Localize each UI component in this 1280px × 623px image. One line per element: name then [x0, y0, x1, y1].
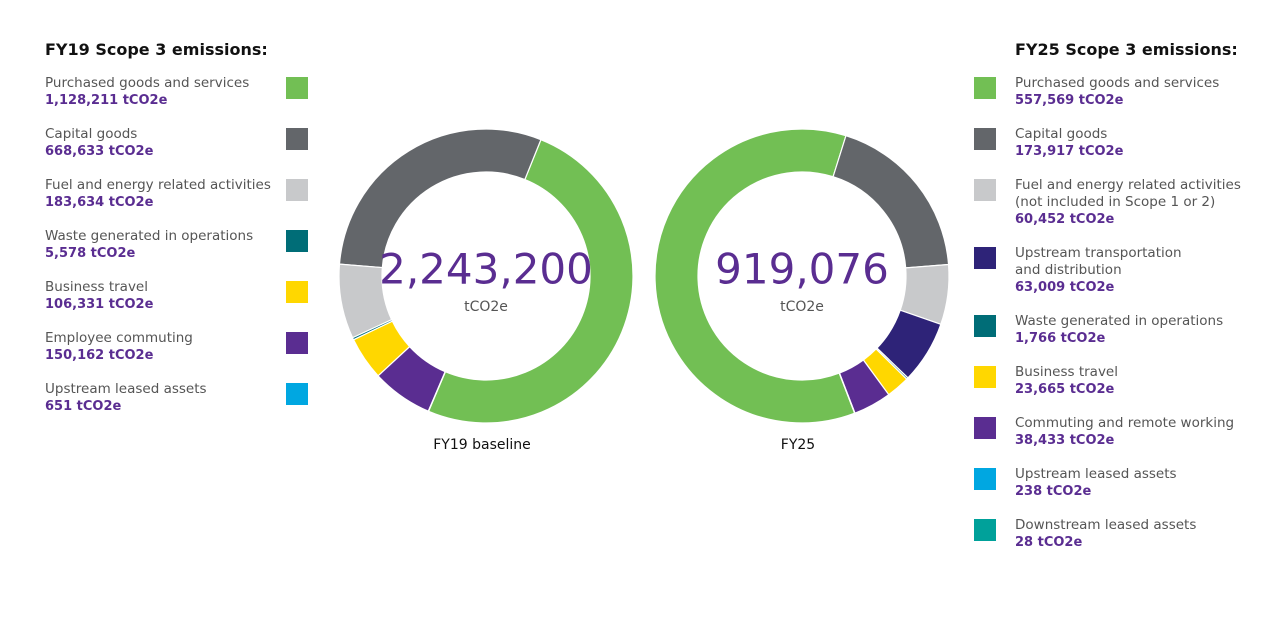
legend-value: 60,452 tCO2e — [1015, 212, 1115, 227]
legend-item: Upstream leased assets 651 tCO2e — [45, 381, 310, 416]
legend-label: Capital goods — [45, 126, 138, 142]
legend-swatch — [974, 247, 996, 269]
legend-label: Purchased goods and services — [45, 75, 250, 91]
legend-label: Waste generated in operations — [45, 228, 254, 244]
legend-item: Capital goods 668,633 tCO2e — [45, 126, 310, 161]
legend-value: 183,634 tCO2e — [45, 195, 154, 210]
legend-item: Fuel and energy related activities (not … — [974, 177, 1264, 229]
legend-swatch — [974, 468, 996, 490]
legend-value: 668,633 tCO2e — [45, 144, 154, 159]
legend-item: Capital goods 173,917 tCO2e — [974, 126, 1264, 161]
donut-segment — [377, 345, 446, 412]
legend: FY25 Scope 3 emissions: Purchased goods a… — [974, 40, 1264, 568]
legend-value: 651 tCO2e — [45, 399, 122, 414]
donut-segment — [338, 263, 393, 339]
legend-label: Purchased goods and services — [1015, 75, 1220, 91]
center-value: 919,076 — [715, 245, 889, 294]
legend-title: FY25 Scope 3 emissions: — [1015, 40, 1238, 59]
legend-swatch — [974, 128, 996, 150]
legend-value: 5,578 tCO2e — [45, 246, 136, 261]
legend-value: 63,009 tCO2e — [1015, 280, 1115, 295]
legend-label: Upstream transportation and distribution — [1015, 245, 1182, 278]
center-unit: tCO2e — [464, 299, 508, 315]
legend-swatch — [974, 179, 996, 201]
chart-caption: FY19 baseline — [433, 437, 531, 453]
legend-item: Purchased goods and services 557,569 tCO2… — [974, 75, 1264, 110]
legend-swatch — [286, 128, 308, 150]
legend: FY19 Scope 3 emissions: Purchased goods a… — [45, 40, 310, 432]
legend-item: Business travel 23,665 tCO2e — [974, 364, 1264, 399]
legend-label: Waste generated in operations — [1015, 313, 1224, 329]
legend-swatch — [286, 383, 308, 405]
legend-label: Downstream leased assets — [1015, 517, 1197, 533]
legend-label: Business travel — [1015, 364, 1118, 380]
legend-label: Upstream leased assets — [1015, 466, 1177, 482]
legend-label: Commuting and remote working — [1015, 415, 1235, 431]
legend-label: Fuel and energy related activities — [45, 177, 271, 193]
legend-value: 1,128,211 tCO2e — [45, 93, 168, 108]
legend-title: FY19 Scope 3 emissions: — [45, 40, 268, 59]
donut-segment — [427, 138, 634, 424]
legend-swatch — [286, 332, 308, 354]
legend-value: 1,766 tCO2e — [1015, 331, 1106, 346]
legend-item: Business travel 106,331 tCO2e — [45, 279, 310, 314]
legend-swatch — [974, 366, 996, 388]
donut-segment — [654, 128, 856, 424]
donut-segment — [338, 128, 542, 269]
legend-swatch — [286, 281, 308, 303]
legend-swatch — [974, 315, 996, 337]
center-value: 2,243,200 — [379, 245, 593, 294]
legend-label: Fuel and energy related activities (not … — [1015, 177, 1241, 210]
chart-caption: FY25 — [781, 437, 815, 453]
legend-item: Purchased goods and services 1,128,211 tC… — [45, 75, 310, 110]
legend-value: 173,917 tCO2e — [1015, 144, 1124, 159]
legend-item: Commuting and remote working 38,433 tCO2e — [974, 415, 1264, 450]
legend-value: 150,162 tCO2e — [45, 348, 154, 363]
legend-item: Downstream leased assets 28 tCO2e — [974, 517, 1264, 552]
legend-value: 557,569 tCO2e — [1015, 93, 1124, 108]
center-unit: tCO2e — [780, 299, 824, 315]
legend-item: Upstream leased assets 238 tCO2e — [974, 466, 1264, 501]
legend-item: Fuel and energy related activities 183,63… — [45, 177, 310, 212]
legend-swatch — [974, 519, 996, 541]
legend-swatch — [286, 179, 308, 201]
legend-label: Employee commuting — [45, 330, 193, 346]
legend-value: 23,665 tCO2e — [1015, 382, 1115, 397]
legend-swatch — [286, 77, 308, 99]
legend-item: Waste generated in operations 1,766 tCO2e — [974, 313, 1264, 348]
legend-label: Capital goods — [1015, 126, 1108, 142]
legend-item: Employee commuting 150,162 tCO2e — [45, 330, 310, 365]
legend-label: Business travel — [45, 279, 148, 295]
legend-swatch — [974, 77, 996, 99]
legend-value: 106,331 tCO2e — [45, 297, 154, 312]
legend-swatch — [286, 230, 308, 252]
legend-value: 38,433 tCO2e — [1015, 433, 1115, 448]
donut-segment — [838, 372, 856, 415]
legend-value: 28 tCO2e — [1015, 535, 1083, 550]
legend-swatch — [974, 417, 996, 439]
legend-item: Waste generated in operations 5,578 tCO2e — [45, 228, 310, 263]
legend-value: 238 tCO2e — [1015, 484, 1092, 499]
legend-item: Upstream transportation and distribution… — [974, 245, 1264, 297]
legend-label: Upstream leased assets — [45, 381, 207, 397]
donut-segment — [427, 370, 447, 413]
donut-segment — [352, 320, 411, 377]
